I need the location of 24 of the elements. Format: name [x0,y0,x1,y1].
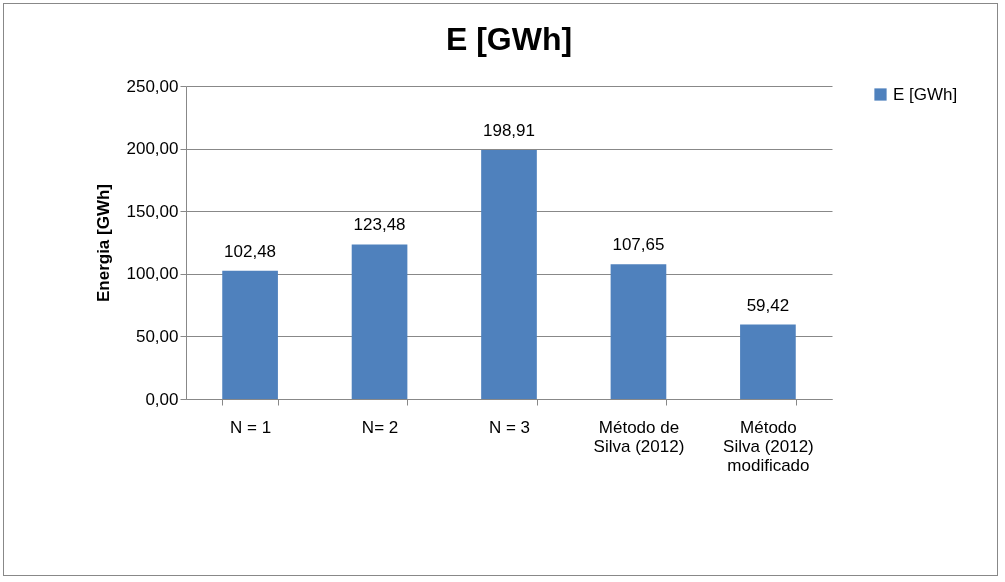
x-tick-label: N= 2 [361,417,399,437]
x-tick-label: Método Silva (2012) modificado [723,417,814,475]
legend-label: E [GWh] [893,84,958,104]
y-tick-label: 200,00 [126,139,179,159]
chart-title: E [GWh] [445,21,573,57]
bar [610,264,667,399]
y-axis-title: Energia [GWh] [93,183,113,303]
y-tick-label: 0,00 [145,389,179,409]
data-label: 102,48 [224,241,277,261]
x-tick-label: N = 1 [230,417,272,437]
y-tick-label: 150,00 [126,201,179,221]
y-tick-label: 50,00 [135,326,179,346]
bar [222,270,278,399]
y-tick-label: 250,00 [126,76,179,96]
x-tick-label: N = 3 [488,417,531,437]
x-tick-label: Método de Silva (2012) [593,417,685,456]
data-label: 198,91 [483,120,535,140]
bar [351,244,408,399]
bar [740,324,796,399]
bar [481,149,537,399]
data-label: 123,48 [353,215,406,235]
data-label: 107,65 [612,235,665,255]
y-tick-label: 100,00 [126,264,179,284]
data-label: 59,42 [746,295,790,315]
